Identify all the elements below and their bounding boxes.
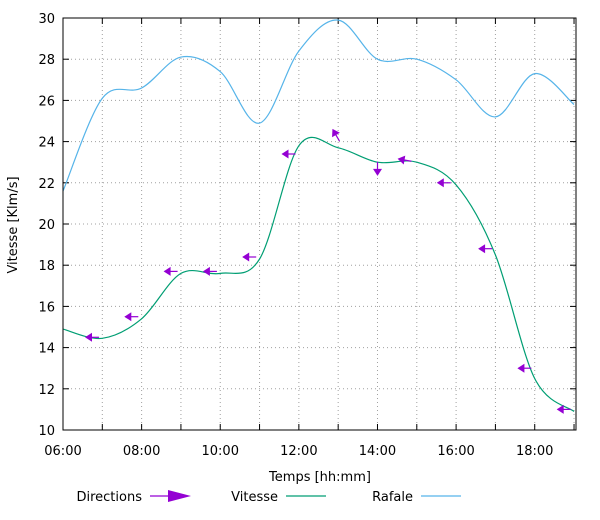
direction-arrow	[163, 266, 178, 276]
x-tick-label: 10:00	[202, 444, 239, 459]
direction-arrow	[373, 161, 382, 176]
y-axis-ticks: 10 12 14 16 18 20 22 24 26 28 30	[38, 12, 576, 439]
direction-arrow	[517, 363, 532, 373]
y-tick-label: 12	[38, 383, 55, 398]
y-tick-label: 22	[38, 177, 55, 192]
legend-label-directions: Directions	[76, 490, 142, 505]
x-tick-label: 08:00	[123, 444, 160, 459]
y-tick-label: 30	[38, 12, 55, 27]
x-tick-label: 18:00	[516, 444, 553, 459]
grid-lines	[63, 18, 576, 430]
x-tick-label: 06:00	[44, 444, 81, 459]
y-tick-label: 10	[38, 424, 55, 439]
x-tick-label: 16:00	[437, 444, 474, 459]
series-line-vitesse	[62, 136, 575, 412]
direction-arrow	[202, 266, 217, 276]
direction-arrow	[242, 252, 257, 262]
legend-label-vitesse: Vitesse	[231, 490, 278, 505]
x-tick-label: 14:00	[359, 444, 396, 459]
y-axis-label: Vitesse [Klm/s]	[6, 176, 21, 273]
y-tick-label: 20	[38, 218, 55, 233]
plot-border	[62, 17, 577, 431]
y-tick-label: 28	[38, 53, 55, 68]
x-tick-label: 12:00	[280, 444, 317, 459]
x-axis-label: Temps [hh:mm]	[268, 470, 371, 485]
y-tick-label: 24	[38, 136, 55, 151]
direction-arrows	[85, 128, 571, 414]
y-tick-label: 18	[38, 259, 55, 274]
direction-arrow	[85, 332, 99, 342]
series-line-rafale	[62, 19, 575, 192]
direction-arrow	[124, 312, 139, 322]
direction-arrow	[478, 244, 493, 254]
direction-arrow	[556, 404, 571, 414]
series-layer	[62, 19, 575, 414]
legend: Directions Vitesse Rafale	[76, 490, 461, 505]
legend-swatch-directions	[150, 490, 191, 502]
direction-arrow	[332, 128, 340, 142]
y-tick-label: 14	[38, 342, 55, 357]
direction-arrow	[436, 178, 451, 188]
direction-arrow	[397, 155, 412, 165]
y-tick-label: 26	[38, 94, 55, 109]
direction-arrow	[281, 149, 296, 159]
legend-label-rafale: Rafale	[372, 490, 413, 505]
y-tick-label: 16	[38, 300, 55, 315]
x-axis-ticks: 06:00 08:00 10:00 12:00 14:00 16:00 18:00	[44, 18, 575, 459]
